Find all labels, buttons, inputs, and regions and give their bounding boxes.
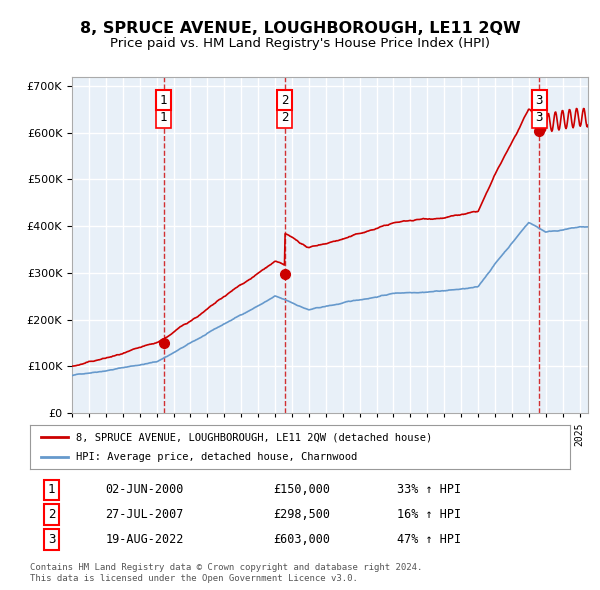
- Text: 3: 3: [536, 94, 543, 107]
- Text: 19-AUG-2022: 19-AUG-2022: [106, 533, 184, 546]
- Text: HPI: Average price, detached house, Charnwood: HPI: Average price, detached house, Char…: [76, 452, 357, 461]
- Text: 2: 2: [281, 111, 289, 124]
- Text: 1: 1: [160, 94, 167, 107]
- Text: £298,500: £298,500: [273, 508, 330, 521]
- Text: 1: 1: [48, 483, 55, 496]
- Text: 2: 2: [48, 508, 55, 521]
- Text: Price paid vs. HM Land Registry's House Price Index (HPI): Price paid vs. HM Land Registry's House …: [110, 37, 490, 50]
- Text: Contains HM Land Registry data © Crown copyright and database right 2024.
This d: Contains HM Land Registry data © Crown c…: [30, 563, 422, 583]
- Text: 3: 3: [536, 111, 543, 124]
- Text: 8, SPRUCE AVENUE, LOUGHBOROUGH, LE11 2QW (detached house): 8, SPRUCE AVENUE, LOUGHBOROUGH, LE11 2QW…: [76, 432, 432, 442]
- Text: 02-JUN-2000: 02-JUN-2000: [106, 483, 184, 496]
- Text: 8, SPRUCE AVENUE, LOUGHBOROUGH, LE11 2QW: 8, SPRUCE AVENUE, LOUGHBOROUGH, LE11 2QW: [80, 21, 520, 35]
- Text: 2: 2: [281, 94, 289, 107]
- Text: £150,000: £150,000: [273, 483, 330, 496]
- Text: 3: 3: [48, 533, 55, 546]
- Text: 33% ↑ HPI: 33% ↑ HPI: [397, 483, 461, 496]
- Text: 27-JUL-2007: 27-JUL-2007: [106, 508, 184, 521]
- Text: 1: 1: [160, 111, 167, 124]
- Text: 47% ↑ HPI: 47% ↑ HPI: [397, 533, 461, 546]
- Text: £603,000: £603,000: [273, 533, 330, 546]
- Text: 16% ↑ HPI: 16% ↑ HPI: [397, 508, 461, 521]
